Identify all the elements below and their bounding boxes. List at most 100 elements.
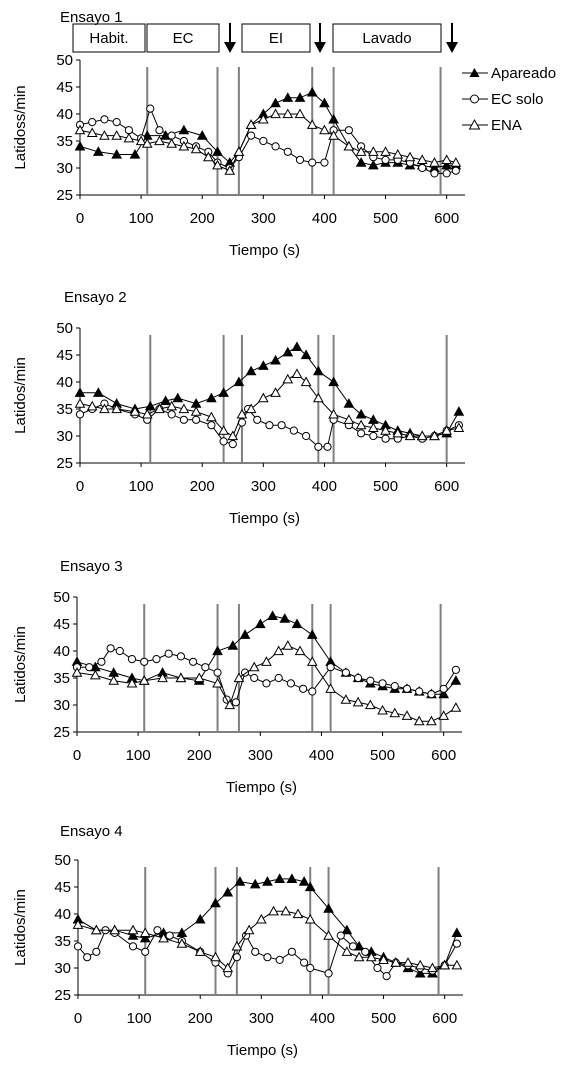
data-point-ec-solo: [295, 155, 305, 164]
x-tick-label: 600: [431, 747, 456, 764]
y-tick-label: 40: [56, 374, 73, 391]
data-point-ena: [135, 135, 147, 146]
data-point-ec-solo: [451, 665, 460, 675]
y-tick-label: 45: [53, 616, 70, 633]
chart-title: Ensayo 2: [64, 289, 127, 306]
y-tick-label: 50: [53, 589, 70, 606]
data-point-ena: [341, 946, 353, 956]
x-tick-label: 500: [373, 478, 398, 495]
y-tick-label: 35: [53, 670, 70, 687]
x-tick-label: 200: [188, 1010, 213, 1027]
data-point-ena: [319, 124, 330, 135]
data-point-ec-solo: [88, 118, 97, 127]
data-point-apareado: [212, 146, 223, 156]
data-point-apareado: [249, 878, 261, 889]
data-point-ec-solo: [283, 147, 292, 156]
data-point-apareado: [233, 376, 245, 387]
down-arrow-icon: [224, 23, 236, 53]
data-point-ec-solo: [155, 126, 164, 135]
data-point-apareado: [92, 146, 104, 156]
data-point-ec-solo: [165, 931, 174, 940]
data-point-ec-solo: [219, 437, 228, 446]
data-point-apareado: [355, 157, 367, 167]
data-point-ena: [294, 108, 306, 119]
data-point-ena: [340, 694, 352, 704]
legend-label-ec-solo: EC solo: [491, 91, 544, 108]
data-point-ena: [392, 427, 404, 438]
x-tick-label: 400: [310, 1010, 335, 1027]
data-point-ena: [365, 951, 377, 962]
y-tick-label: 35: [56, 401, 73, 418]
data-point-ena: [390, 957, 402, 967]
phase-label-lavado: Lavado: [362, 30, 411, 47]
data-point-ena: [323, 930, 334, 940]
data-point-ena: [212, 677, 223, 688]
x-tick-label: 200: [187, 747, 212, 764]
data-point-ec-solo: [302, 431, 311, 441]
x-tick-label: 100: [129, 478, 154, 495]
data-point-ec-solo: [75, 410, 85, 419]
data-point-ena: [426, 715, 437, 726]
data-point-apareado: [212, 645, 223, 656]
data-point-apareado: [92, 387, 104, 397]
data-point-apareado: [160, 395, 171, 405]
data-point-apareado: [451, 927, 463, 937]
data-point-ena: [255, 913, 267, 924]
x-tick-label: 500: [370, 747, 395, 764]
data-point-ec-solo: [201, 663, 210, 672]
data-point-ec-solo: [381, 434, 390, 443]
data-point-ena: [111, 403, 123, 414]
data-point-ena: [74, 124, 86, 135]
data-point-ena: [389, 707, 401, 718]
data-point-ena: [222, 962, 234, 973]
data-point-apareado: [267, 610, 278, 620]
x-tick-label: 300: [251, 478, 276, 495]
data-point-ec-solo: [152, 655, 161, 664]
data-point-ec-solo: [213, 668, 222, 677]
data-point-apareado: [274, 873, 286, 883]
data-point-ena: [178, 140, 190, 151]
series-line-ena: [76, 645, 457, 722]
data-point-apareado: [144, 400, 156, 411]
y-tick-label: 25: [56, 187, 73, 204]
data-point-ena: [224, 699, 236, 710]
data-point-apareado: [323, 903, 334, 913]
data-point-ec-solo: [314, 442, 323, 451]
data-point-ec-solo: [124, 126, 133, 135]
data-point-ec-solo: [275, 955, 284, 965]
data-point-ec-solo: [308, 687, 317, 696]
data-point-apareado: [450, 675, 462, 685]
data-point-apareado: [127, 930, 139, 940]
data-point-ena: [325, 683, 336, 693]
data-point-ena: [231, 940, 243, 951]
data-point-ena: [306, 656, 318, 666]
data-point-ena: [202, 151, 214, 162]
y-tick-label: 50: [56, 52, 73, 69]
y-tick-label: 30: [53, 697, 70, 714]
data-point-apareado: [245, 365, 257, 376]
chart-title: Ensayo 1: [60, 9, 123, 26]
data-point-ena: [273, 645, 285, 656]
data-point-ena: [304, 913, 316, 924]
data-point-ena: [71, 667, 83, 677]
data-point-ena: [429, 430, 440, 441]
data-point-ena: [402, 957, 414, 967]
data-point-ena: [176, 938, 188, 948]
data-point-ec-solo: [439, 684, 448, 693]
x-tick-label: 0: [76, 478, 84, 495]
data-point-ena: [194, 946, 206, 956]
data-point-ec-solo: [189, 657, 198, 666]
data-point-ena: [270, 108, 281, 119]
data-point-ena: [108, 675, 120, 685]
y-tick-label: 25: [54, 987, 71, 1004]
data-point-ena: [245, 403, 257, 414]
data-point-ena: [328, 408, 339, 419]
data-point-ec-solo: [378, 679, 387, 688]
data-point-apareado: [206, 392, 217, 403]
data-point-ec-solo: [381, 155, 390, 164]
data-point-ec-solo: [274, 673, 283, 683]
chart-title: Ensayo 4: [60, 823, 123, 840]
